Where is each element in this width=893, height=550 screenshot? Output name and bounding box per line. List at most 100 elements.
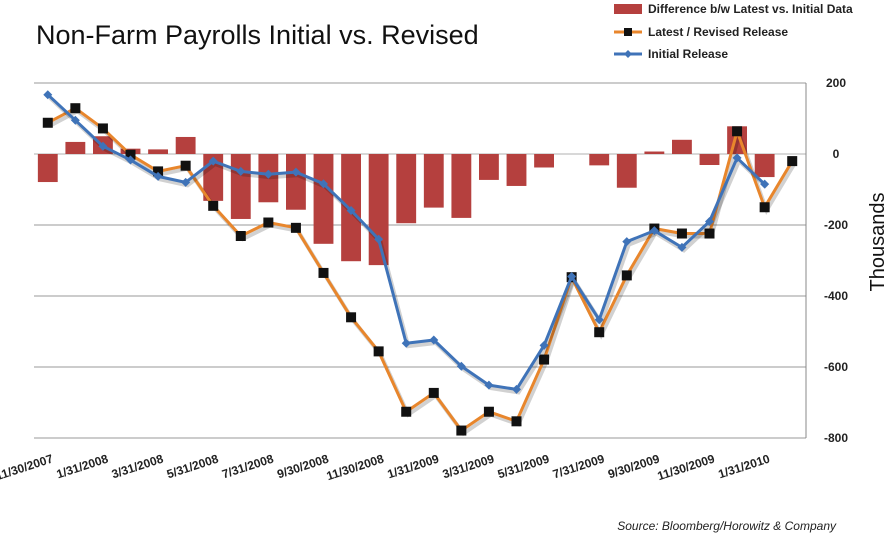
revised-point <box>759 202 770 213</box>
difference-bar <box>148 149 168 154</box>
y-tick-label: -800 <box>824 431 848 445</box>
difference-bar <box>286 154 306 210</box>
x-tick-label: 11/30/2009 <box>656 451 717 483</box>
initial-point <box>208 156 218 166</box>
difference-bar <box>754 154 775 178</box>
difference-bar <box>672 139 692 154</box>
revised-point <box>180 160 191 171</box>
revised-point <box>153 166 164 177</box>
x-tick-label: 11/30/2007 <box>0 451 55 483</box>
x-tick-label: 9/30/2009 <box>606 451 661 481</box>
revised-point <box>483 406 494 417</box>
y-axis-ticks: 200 0 -200 -400 -600 -800 <box>824 76 848 445</box>
difference-bar <box>313 154 334 244</box>
initial-point <box>236 166 246 176</box>
difference-bar <box>589 154 610 166</box>
legend-swatch-initial-marker <box>624 50 632 58</box>
initial-point <box>263 169 273 179</box>
x-tick-label: 3/31/2009 <box>441 451 496 481</box>
initial-point <box>539 340 549 350</box>
revised-point <box>125 149 136 160</box>
x-tick-label: 5/31/2009 <box>496 451 551 481</box>
difference-bar <box>534 154 554 168</box>
revised-point <box>594 327 605 338</box>
initial-point <box>153 171 163 181</box>
difference-bar <box>479 154 499 180</box>
initial-line-shadow <box>48 96 768 395</box>
legend-swatch-revised-marker <box>624 28 632 36</box>
chart-title: Non-Farm Payrolls Initial vs. Revised <box>36 20 479 50</box>
initial-point <box>705 216 714 226</box>
initial-point <box>594 315 604 325</box>
source-note: Source: Bloomberg/Horowitz & Company <box>617 519 837 533</box>
legend-label-difference: Difference b/w Latest vs. Initial Data <box>648 2 853 16</box>
x-axis-ticks: 11/30/2007 1/31/2008 3/31/2008 5/31/2008 7/3… <box>0 451 772 483</box>
x-tick-label: 7/31/2008 <box>220 451 275 481</box>
initial-point <box>512 384 521 394</box>
revised-point <box>373 346 384 357</box>
difference-bar <box>616 154 637 188</box>
difference-bar <box>37 154 58 183</box>
y-tick-label: 200 <box>826 76 846 90</box>
x-tick-label: 5/31/2008 <box>165 451 220 481</box>
x-tick-label: 9/30/2008 <box>275 451 330 481</box>
revised-line <box>47 106 794 432</box>
y-tick-label: -200 <box>824 218 848 232</box>
initial-point <box>677 242 687 252</box>
initial-point <box>181 177 191 187</box>
initial-point <box>484 380 494 390</box>
revised-line-shadow <box>48 108 796 437</box>
difference-bar <box>451 154 472 218</box>
difference-bar <box>230 154 251 219</box>
revised-point <box>787 156 798 167</box>
x-tick-label: 1/31/2008 <box>55 451 110 481</box>
x-tick-label: 1/31/2009 <box>386 451 441 481</box>
difference-bar <box>644 151 665 154</box>
revised-point <box>70 103 81 114</box>
y-tick-label: 0 <box>833 147 840 161</box>
revised-point <box>97 123 108 134</box>
initial-point <box>319 179 328 189</box>
revised-point <box>676 228 687 239</box>
initial-point <box>346 205 356 215</box>
revised-point <box>346 312 357 323</box>
revised-point <box>732 126 743 137</box>
initial-point <box>567 271 577 281</box>
revised-point <box>511 416 522 427</box>
difference-bar <box>396 154 417 224</box>
difference-bar <box>368 154 389 266</box>
initial-point <box>622 237 632 247</box>
revised-point <box>539 354 550 365</box>
revised-point <box>456 425 467 436</box>
gridlines <box>34 82 807 439</box>
y-tick-label: -400 <box>824 289 848 303</box>
revised-point <box>42 117 53 128</box>
revised-point <box>318 267 329 278</box>
revised-point <box>621 270 632 281</box>
x-tick-label: 1/31/2010 <box>716 451 771 481</box>
initial-point <box>732 153 742 163</box>
revised-point <box>401 406 412 417</box>
revised-point <box>235 231 246 242</box>
difference-bar <box>175 136 196 154</box>
initial-point <box>456 361 466 371</box>
initial-point <box>70 115 80 125</box>
initial-point <box>401 338 411 348</box>
revised-point <box>290 222 301 233</box>
revised-point <box>263 217 274 228</box>
x-tick-label: 11/30/2008 <box>325 451 386 483</box>
difference-bar <box>423 154 444 208</box>
difference-bar <box>699 154 720 166</box>
initial-point <box>649 226 659 236</box>
y-axis-label: Thousands <box>867 193 889 292</box>
initial-point <box>374 234 384 244</box>
difference-bars <box>37 126 775 266</box>
difference-bar <box>506 154 527 186</box>
revised-point <box>208 200 219 211</box>
legend-swatch-difference <box>614 4 642 14</box>
legend-label-initial: Initial Release <box>648 47 728 61</box>
initial-point <box>126 155 135 165</box>
initial-point <box>429 335 439 345</box>
initial-point <box>291 167 301 177</box>
